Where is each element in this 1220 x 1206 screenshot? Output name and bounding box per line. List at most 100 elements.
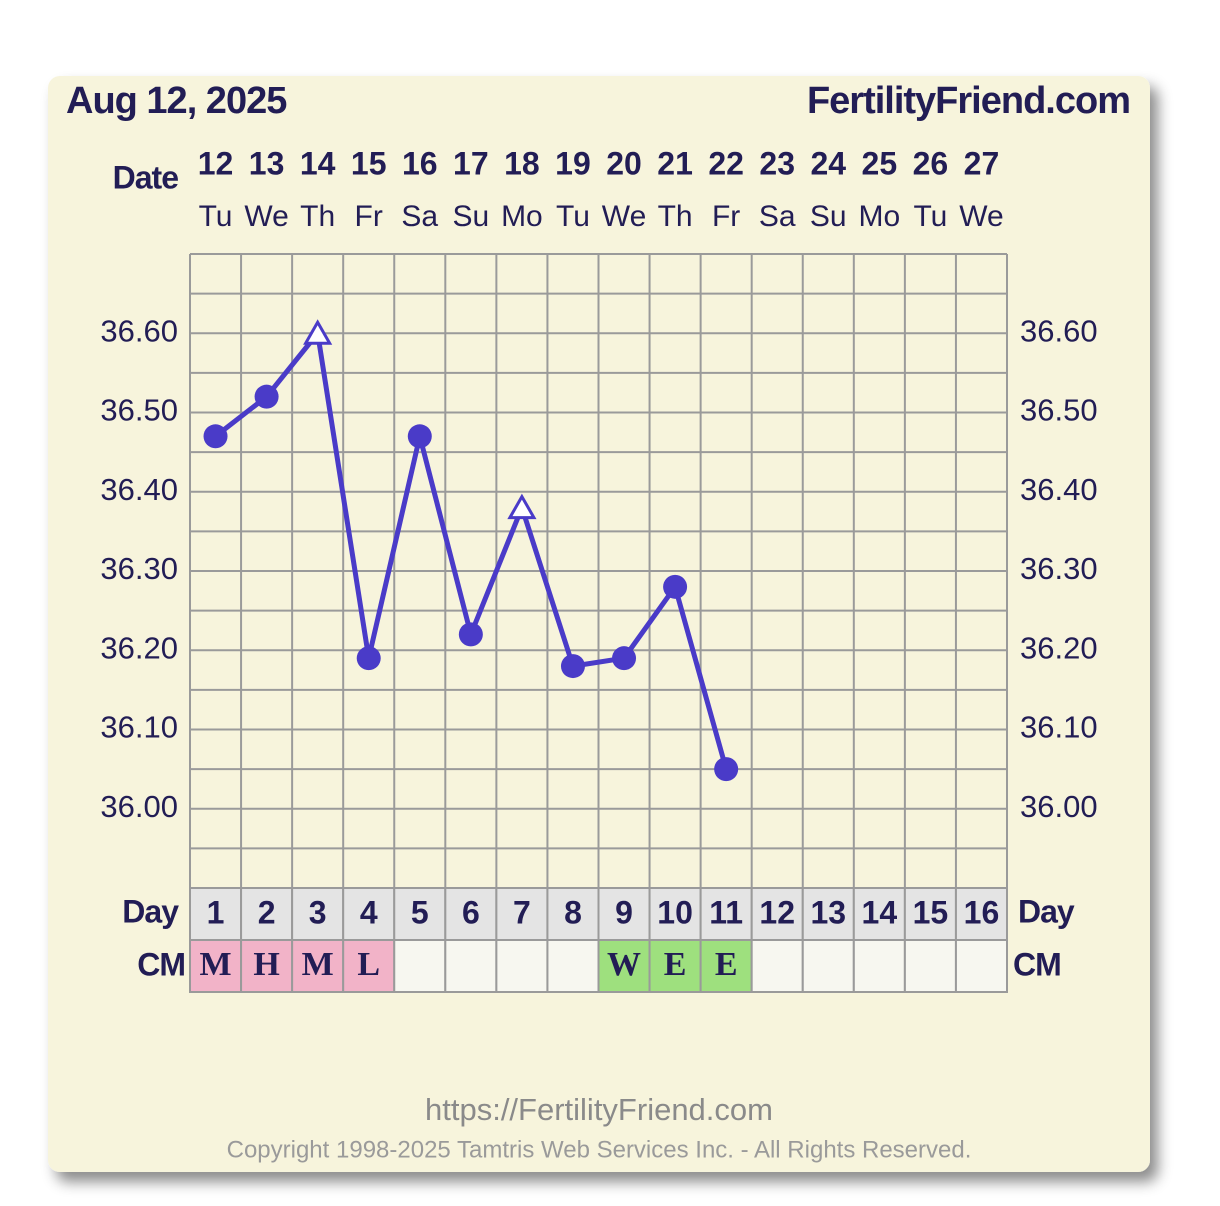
cm-cell (393, 939, 447, 993)
cm-cell (546, 939, 600, 993)
date: 16 (402, 145, 438, 181)
cycle-day: 5 (411, 894, 429, 930)
day-cell (240, 887, 294, 941)
cycle-day: 4 (360, 894, 378, 930)
copyright: Copyright 1998-2025 Tamtris Web Services… (227, 1136, 972, 1163)
cycle-day: 12 (759, 894, 795, 930)
footer-url[interactable]: https://FertilityFriend.com (425, 1092, 773, 1127)
cycle-day: 11 (709, 894, 743, 930)
date: 25 (862, 145, 898, 181)
temp-point (663, 574, 688, 599)
cm-value: E (715, 946, 738, 983)
temp-point (507, 493, 537, 520)
temp-point (254, 384, 279, 409)
y-tick-label: 36.00 (100, 789, 178, 824)
weekday: Th (300, 200, 335, 233)
date: 17 (453, 145, 489, 181)
cycle-day: 14 (862, 894, 898, 930)
site-name: FertilityFriend.com (807, 80, 1130, 122)
temp-point (714, 757, 739, 782)
temp-point (612, 646, 637, 671)
cm-value: M (302, 946, 334, 983)
cm-value: H (253, 946, 279, 983)
date: 14 (300, 145, 336, 181)
cycle-day: 1 (207, 894, 225, 930)
date: 19 (555, 145, 591, 181)
y2-tick-label: 36.40 (1020, 472, 1098, 507)
chart-title: Aug 12, 2025 (66, 80, 287, 122)
date: 23 (759, 145, 795, 181)
cm-value: L (357, 946, 380, 983)
weekday: Th (658, 200, 693, 233)
cm-cell (291, 939, 345, 993)
weekday: We (602, 200, 646, 233)
cm-cell (801, 939, 855, 993)
y-tick-label: 36.20 (100, 630, 178, 665)
weekday: Sa (759, 200, 796, 233)
y-tick-label: 36.40 (100, 472, 178, 507)
date: 13 (249, 145, 285, 181)
weekday: Sa (401, 200, 438, 233)
cycle-day: 10 (657, 894, 693, 930)
y-tick-label: 36.30 (100, 551, 178, 586)
cycle-day: 2 (258, 894, 276, 930)
weekday: Tu (199, 200, 233, 233)
weekday: Su (452, 200, 489, 233)
day-cell (852, 887, 906, 941)
day-label: Day (122, 893, 179, 929)
day-label: Day (1018, 893, 1075, 929)
cycle-day: 15 (913, 894, 949, 930)
temp-point (356, 646, 381, 671)
date: 20 (606, 145, 642, 181)
y2-tick-label: 36.50 (1020, 393, 1098, 428)
cycle-day: 13 (810, 894, 846, 930)
weekday: We (244, 200, 288, 233)
day-cell (954, 887, 1008, 941)
temp-point (203, 424, 228, 449)
cm-cell (342, 939, 396, 993)
date: 12 (198, 145, 234, 181)
day-cell (342, 887, 396, 941)
cm-cell (495, 939, 549, 993)
cycle-day: 6 (462, 894, 480, 930)
y2-tick-label: 36.30 (1020, 551, 1098, 586)
cm-cell (699, 939, 753, 993)
cycle-day: 3 (309, 894, 327, 930)
y2-tick-label: 36.60 (1020, 313, 1098, 348)
cycle-day: 16 (964, 894, 1000, 930)
y-tick-label: 36.50 (100, 393, 178, 428)
cm-value: E (664, 946, 687, 983)
cm-value: W (607, 946, 641, 983)
y2-tick-label: 36.00 (1020, 789, 1098, 824)
y-tick-label: 36.10 (100, 710, 178, 745)
cm-label: CM (137, 946, 185, 982)
cm-cell (444, 939, 498, 993)
date: 26 (913, 145, 949, 181)
day-cell (801, 887, 855, 941)
temp-point (560, 654, 585, 679)
weekday: Tu (913, 200, 947, 233)
weekday: Tu (556, 200, 590, 233)
date: 24 (810, 145, 846, 181)
weekday: Fr (712, 200, 740, 233)
date-label: Date (113, 159, 179, 195)
weekday: We (959, 200, 1003, 233)
weekday: Su (810, 200, 847, 233)
date: 27 (964, 145, 1000, 181)
temp-point (458, 622, 483, 647)
cycle-day: 8 (564, 894, 582, 930)
cm-cell (903, 939, 957, 993)
cm-cell (750, 939, 804, 993)
weekday: Mo (859, 200, 901, 233)
y-tick-label: 36.60 (100, 313, 178, 348)
cm-cell (189, 939, 243, 993)
day-cell (903, 887, 957, 941)
date: 18 (504, 145, 540, 181)
cm-label: CM (1013, 946, 1061, 982)
date: 21 (657, 145, 693, 181)
cm-value: M (199, 946, 231, 983)
y2-tick-label: 36.10 (1020, 710, 1098, 745)
day-cell (189, 887, 243, 941)
cycle-day: 7 (513, 894, 531, 930)
